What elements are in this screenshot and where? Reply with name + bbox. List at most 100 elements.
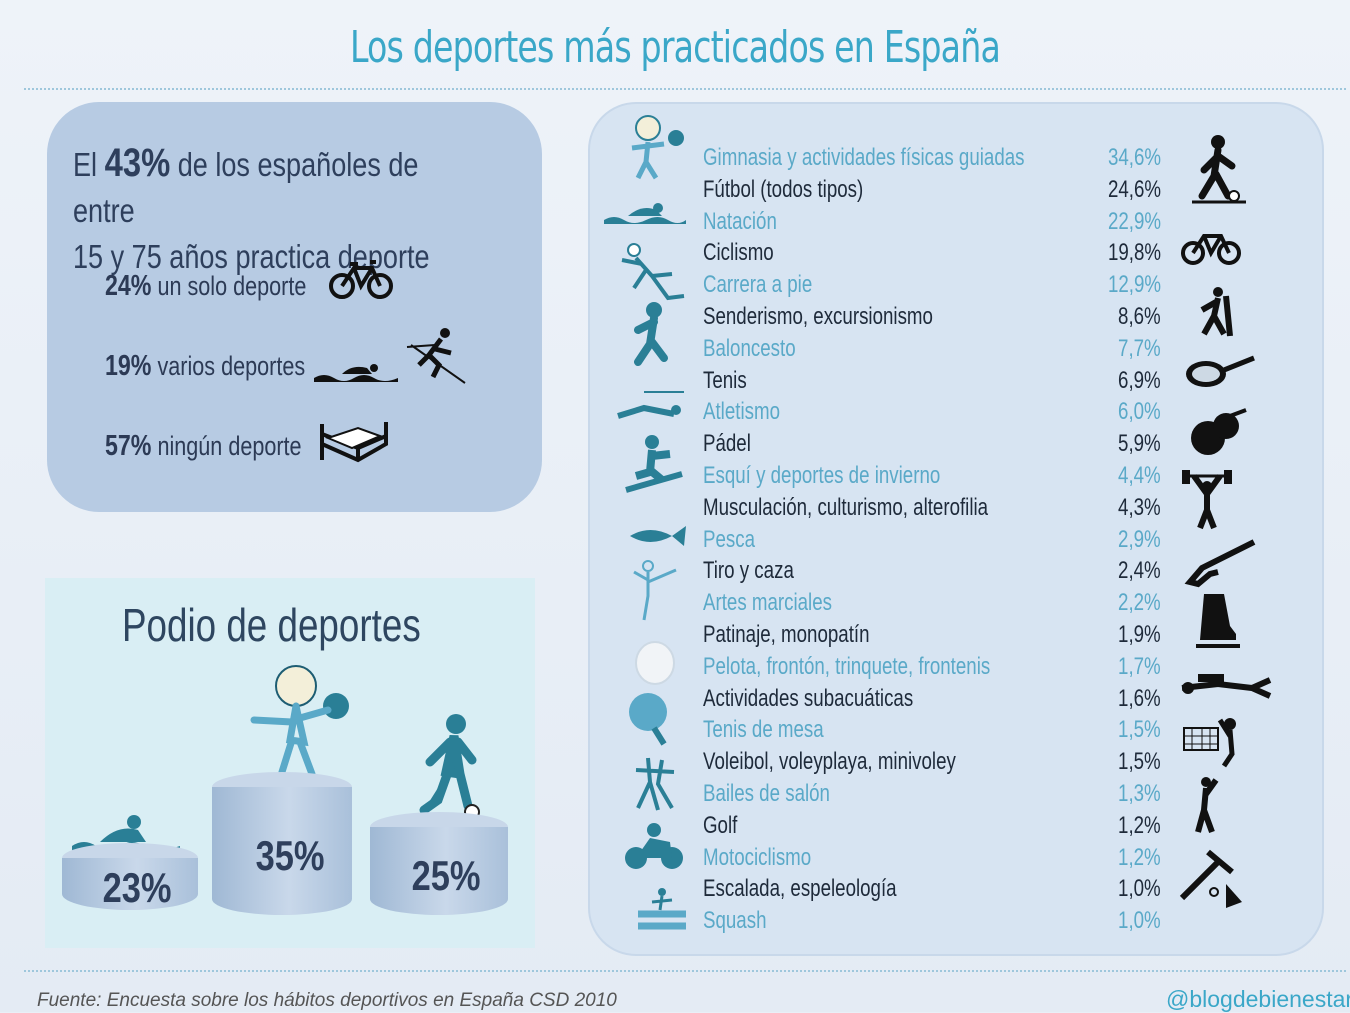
sport-name: Natación xyxy=(703,207,777,235)
sport-name: Carrera a pie xyxy=(703,271,813,299)
golfer-icon xyxy=(1195,777,1219,834)
table-row: Musculación, culturismo, alterofilia 4,3% xyxy=(703,494,1173,526)
sport-percent: 6,0% xyxy=(1118,398,1161,426)
sport-name: Tenis xyxy=(703,366,747,394)
scuba-diver-icon xyxy=(1181,674,1272,699)
sport-percent: 1,2% xyxy=(1118,811,1161,839)
padel-racket-icon xyxy=(1191,408,1247,455)
gymnast-icon xyxy=(250,665,349,778)
basketball-player-icon xyxy=(634,302,668,366)
weightlifter-icon xyxy=(1182,470,1232,530)
sport-percent: 4,4% xyxy=(1118,462,1161,489)
table-row: Baloncesto 7,7% xyxy=(703,335,1173,367)
table-row: Bailes de salón 1,3% xyxy=(703,780,1173,812)
summary-headline: El 43% de los españoles de entre 15 y 75… xyxy=(73,140,458,280)
sport-name: Fútbol (todos tipos) xyxy=(703,175,864,203)
sport-percent: 12,9% xyxy=(1107,271,1161,299)
fish-icon xyxy=(630,526,686,546)
table-row: Natación 22,9% xyxy=(703,208,1173,240)
sport-name: Esquí y deportes de invierno xyxy=(703,462,941,489)
table-row: Tenis de mesa 1,5% xyxy=(703,716,1173,748)
sport-name: Tenis de mesa xyxy=(703,716,824,744)
table-row: Gimnasia y actividades físicas guiadas 34… xyxy=(703,144,1173,176)
sport-name: Bailes de salón xyxy=(703,780,830,807)
stat-percent: 57% xyxy=(105,430,152,462)
table-row: Voleibol, voleyplaya, minivoley 1,5% xyxy=(703,748,1173,780)
ballroom-dancers-icon xyxy=(635,757,675,811)
sport-name: Squash xyxy=(703,907,767,935)
podium-second xyxy=(370,827,508,915)
summary-panel xyxy=(47,102,542,512)
table-row: Squash 1,0% xyxy=(703,907,1173,939)
sport-percent: 2,2% xyxy=(1118,589,1161,617)
page-title: Los deportes más practicados en España xyxy=(350,22,1001,73)
table-row: Tiro y caza 2,4% xyxy=(703,557,1173,589)
sport-name: Escalada, espeleología xyxy=(703,875,897,903)
sport-name: Voleibol, voleyplaya, minivoley xyxy=(703,748,956,776)
podium-value: 25% xyxy=(411,852,481,899)
sport-percent: 8,6% xyxy=(1118,303,1161,330)
sport-percent: 24,6% xyxy=(1107,175,1161,203)
squash-player-icon xyxy=(638,888,686,930)
podium-first xyxy=(212,787,352,915)
climbing-gear-icon xyxy=(1179,849,1242,908)
sport-name: Baloncesto xyxy=(703,334,796,362)
table-row: Fútbol (todos tipos) 24,6% xyxy=(703,176,1173,208)
motorcycle-icon xyxy=(625,823,683,869)
sport-percent: 1,9% xyxy=(1118,621,1161,648)
stat-percent: 24% xyxy=(105,270,152,302)
podium-title: Podio de deportes xyxy=(122,599,421,651)
martial-arts-icon xyxy=(633,560,677,621)
ice-skate-icon xyxy=(1196,594,1240,648)
sport-name: Senderismo, excursionismo xyxy=(703,303,933,330)
ping-pong-icon xyxy=(629,693,667,746)
soccer-player-icon xyxy=(1192,135,1246,204)
sport-name: Gimnasia y actividades físicas guiadas xyxy=(703,144,1025,171)
table-row: Patinaje, monopatín 1,9% xyxy=(703,621,1173,653)
podium-third xyxy=(62,858,198,910)
stat-no-sport: 57% ningún deporte xyxy=(105,430,302,463)
table-row: Artes marciales 2,2% xyxy=(703,589,1173,621)
stat-several-sports: 19% varios deportes xyxy=(105,350,305,383)
table-row: Atletismo 6,0% xyxy=(703,398,1173,430)
snowboarder-icon xyxy=(625,435,683,493)
bicycle-icon xyxy=(329,260,393,299)
sport-name: Golf xyxy=(703,811,738,839)
sport-percent: 7,7% xyxy=(1118,334,1161,362)
shotgun-icon xyxy=(1184,539,1256,588)
sport-name: Artes marciales xyxy=(703,589,832,617)
swimmer-icon xyxy=(314,364,398,382)
sport-name: Ciclismo xyxy=(703,239,774,267)
sport-name: Pesca xyxy=(703,525,756,553)
sport-name: Musculación, culturismo, alterofilia xyxy=(703,493,989,521)
high-jumper-icon xyxy=(617,391,684,419)
headline-text: de los españoles de entre xyxy=(73,146,419,229)
skier-icon xyxy=(406,328,466,384)
pelota-ball-icon xyxy=(635,641,675,685)
table-row: Pesca 2,9% xyxy=(703,526,1173,558)
divider xyxy=(24,88,1346,90)
sport-percent: 1,5% xyxy=(1118,748,1161,776)
sport-percent: 2,4% xyxy=(1118,557,1161,585)
table-row: Pádel 5,9% xyxy=(703,430,1173,462)
sport-name: Tiro y caza xyxy=(703,557,794,585)
table-row: Escalada, espeleología 1,0% xyxy=(703,875,1173,907)
podium-value: 23% xyxy=(102,864,172,911)
table-row: Motociclismo 1,2% xyxy=(703,844,1173,876)
sport-percent: 1,0% xyxy=(1118,907,1161,935)
brand-link[interactable]: @blogdebienestar xyxy=(1166,986,1350,1012)
sport-name: Atletismo xyxy=(703,398,780,426)
bicycle-icon xyxy=(1181,234,1241,265)
stat-label: varios deportes xyxy=(157,351,306,381)
sport-name: Pádel xyxy=(703,430,751,458)
gymnast-icon xyxy=(631,115,684,180)
sport-percent: 34,6% xyxy=(1107,144,1161,171)
sport-percent: 1,2% xyxy=(1118,843,1161,871)
source-note: Fuente: Encuesta sobre los hábitos depor… xyxy=(37,990,617,1011)
sport-percent: 4,3% xyxy=(1118,493,1161,521)
table-row: Ciclismo 19,8% xyxy=(703,239,1173,271)
stat-percent: 19% xyxy=(105,350,152,382)
divider xyxy=(24,970,1346,972)
runner-icon xyxy=(621,243,685,301)
